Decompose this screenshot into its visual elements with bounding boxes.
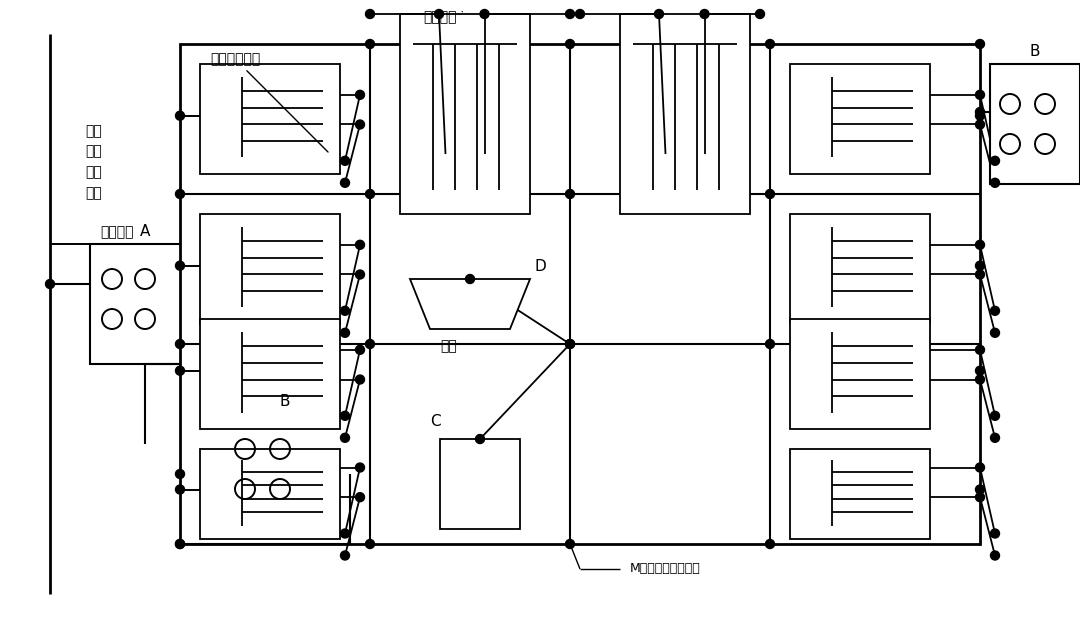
Circle shape [355, 240, 365, 250]
Circle shape [766, 339, 774, 348]
Circle shape [990, 306, 999, 315]
Circle shape [465, 275, 474, 283]
Text: B: B [280, 394, 291, 409]
Circle shape [365, 540, 375, 548]
Circle shape [175, 469, 185, 479]
Text: 设备机房示意: 设备机房示意 [210, 52, 328, 152]
Circle shape [355, 90, 365, 99]
Circle shape [975, 39, 985, 49]
Text: 本层竖井: 本层竖井 [100, 225, 134, 239]
Circle shape [566, 39, 575, 49]
Circle shape [990, 411, 999, 421]
Circle shape [700, 9, 708, 19]
Circle shape [480, 9, 489, 19]
Circle shape [365, 339, 375, 348]
Bar [990, 64, 1080, 184]
Circle shape [175, 111, 185, 120]
Circle shape [990, 551, 999, 560]
Circle shape [566, 339, 575, 348]
Circle shape [475, 434, 485, 444]
Bar [200, 319, 340, 429]
Circle shape [975, 90, 985, 99]
Circle shape [766, 190, 774, 198]
Text: 电气
竖井
接地
干线: 电气 竖井 接地 干线 [85, 124, 102, 200]
Circle shape [175, 540, 185, 548]
Circle shape [340, 551, 350, 560]
Circle shape [566, 9, 575, 19]
Circle shape [340, 433, 350, 442]
Circle shape [975, 240, 985, 250]
Circle shape [990, 156, 999, 165]
Bar [789, 64, 930, 174]
Circle shape [355, 375, 365, 384]
Circle shape [340, 156, 350, 165]
Bar [789, 449, 930, 539]
Bar [400, 14, 530, 214]
Circle shape [340, 178, 350, 187]
Circle shape [576, 9, 584, 19]
Bar [620, 14, 750, 214]
Circle shape [355, 120, 365, 129]
Circle shape [990, 328, 999, 338]
Bar [200, 64, 340, 174]
Circle shape [975, 463, 985, 472]
Circle shape [355, 493, 365, 502]
Circle shape [756, 9, 765, 19]
Bar [180, 44, 980, 544]
Circle shape [975, 375, 985, 384]
Circle shape [340, 328, 350, 338]
Circle shape [566, 190, 575, 198]
Circle shape [766, 540, 774, 548]
Polygon shape [410, 279, 530, 329]
Bar [90, 244, 200, 364]
Circle shape [975, 107, 985, 117]
Text: B: B [1029, 44, 1040, 59]
Circle shape [975, 261, 985, 270]
Circle shape [975, 345, 985, 354]
Circle shape [975, 111, 985, 120]
Circle shape [990, 178, 999, 187]
Circle shape [340, 411, 350, 421]
Circle shape [175, 485, 185, 494]
Bar [200, 214, 340, 324]
Circle shape [175, 190, 185, 198]
Bar [440, 439, 519, 529]
Bar [789, 319, 930, 429]
Circle shape [340, 306, 350, 315]
Circle shape [365, 39, 375, 49]
Circle shape [975, 493, 985, 502]
Circle shape [990, 433, 999, 442]
Circle shape [975, 366, 985, 375]
Bar [200, 449, 340, 539]
Text: M型等电位连接网络: M型等电位连接网络 [630, 562, 701, 575]
Circle shape [766, 39, 774, 49]
Circle shape [365, 9, 375, 19]
Circle shape [975, 270, 985, 279]
Circle shape [340, 529, 350, 538]
Text: D: D [535, 259, 546, 274]
Circle shape [175, 540, 185, 548]
Circle shape [975, 120, 985, 129]
Text: A: A [139, 225, 150, 240]
Circle shape [355, 345, 365, 354]
Circle shape [566, 339, 575, 348]
Circle shape [654, 9, 663, 19]
Text: 线槽: 线槽 [440, 339, 457, 353]
Circle shape [45, 280, 54, 288]
Circle shape [975, 485, 985, 494]
Text: C: C [430, 414, 441, 429]
Text: 单台设备: 单台设备 [423, 10, 462, 24]
Circle shape [365, 190, 375, 198]
Circle shape [355, 463, 365, 472]
Circle shape [990, 529, 999, 538]
Circle shape [434, 9, 444, 19]
Bar [789, 214, 930, 324]
Circle shape [566, 540, 575, 548]
Bar [220, 414, 350, 534]
Circle shape [175, 339, 185, 348]
Circle shape [175, 261, 185, 270]
Circle shape [355, 270, 365, 279]
Circle shape [175, 366, 185, 375]
